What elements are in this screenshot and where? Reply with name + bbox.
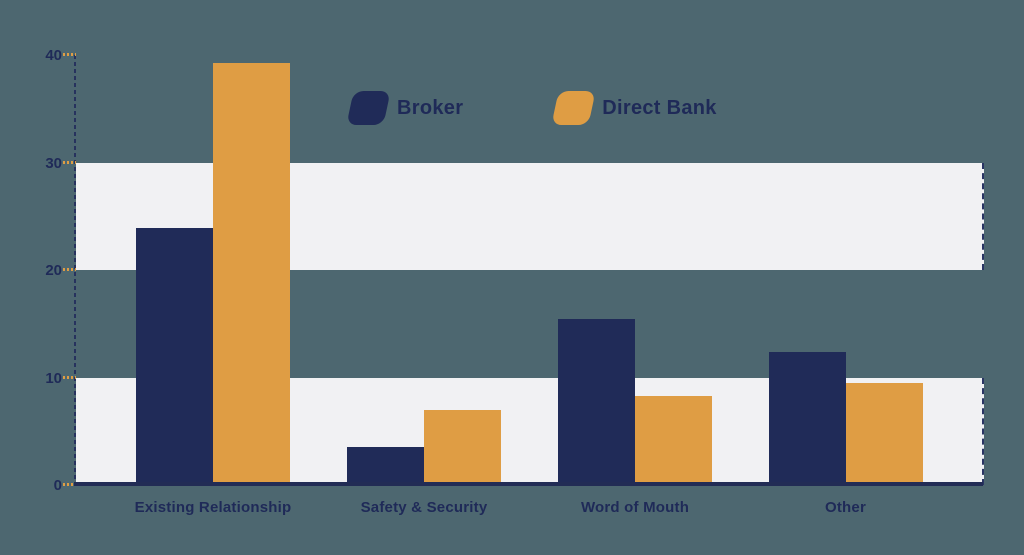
bar-broker-existing-relationship [136, 228, 213, 485]
bar-direct-bank-safety-security [424, 409, 501, 485]
bar-broker-word-of-mouth [558, 319, 635, 485]
bar-broker-safety-security [347, 447, 424, 485]
legend-label-broker: Broker [397, 96, 464, 119]
chart-legend: Broker Direct Bank [346, 88, 717, 128]
legend-swatch-broker [346, 91, 391, 125]
category-label-safety-security: Safety & Security [360, 499, 488, 516]
y-tick-dash-30 [63, 160, 76, 164]
y-tick-dash-40 [63, 53, 76, 56]
x-axis-line [74, 482, 983, 486]
category-label-word-of-mouth: Word of Mouth [580, 499, 690, 516]
bar-direct-bank-existing-relationship [213, 62, 290, 485]
y-tick-label-40: 40 [45, 47, 62, 64]
bar-direct-bank-word-of-mouth [635, 395, 712, 485]
category-label-existing-relationship: Existing Relationship [134, 499, 292, 516]
y-tick-dash-10 [63, 375, 76, 379]
category-label-other: Other [824, 499, 866, 516]
y-tick-label-10: 10 [45, 369, 62, 387]
y-tick-dash-0 [63, 483, 76, 486]
y-tick-label-30: 30 [45, 154, 62, 172]
y-tick-label-20: 20 [45, 262, 62, 279]
legend-label-direct-bank: Direct Bank [602, 96, 717, 119]
y-tick-label-0: 0 [53, 477, 62, 494]
bar-direct-bank-other [845, 382, 923, 485]
y-tick-dash-20 [63, 268, 76, 271]
legend-swatch-direct-bank [551, 91, 596, 125]
bar-broker-other [768, 351, 846, 485]
